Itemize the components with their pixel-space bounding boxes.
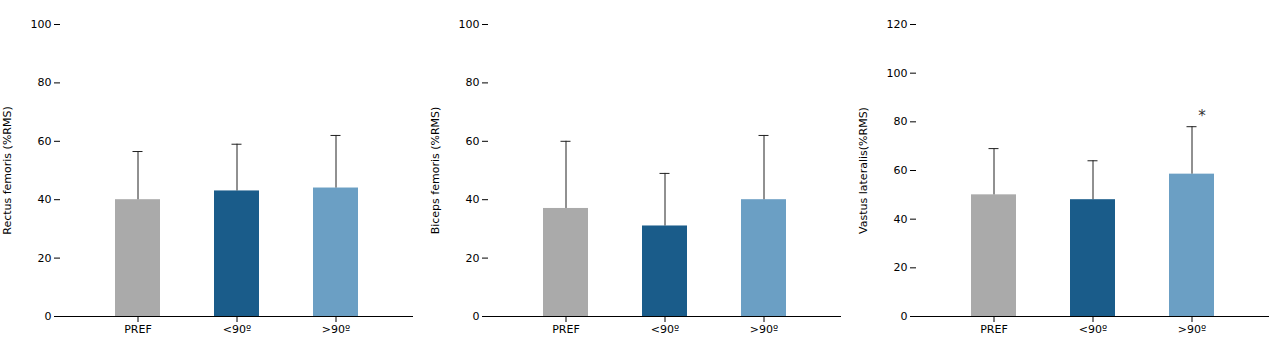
- svg-text:120: 120: [887, 18, 908, 31]
- svg-text:80: 80: [894, 115, 908, 128]
- svg-text:<90º: <90º: [223, 323, 251, 336]
- svg-text:100: 100: [459, 18, 480, 31]
- svg-text:40: 40: [894, 213, 908, 226]
- svg-text:Vastus lateralis(%RMS): Vastus lateralis(%RMS): [857, 107, 870, 234]
- svg-text:>90º: >90º: [1178, 323, 1206, 336]
- svg-text:20: 20: [466, 252, 480, 265]
- svg-text:0: 0: [45, 310, 52, 323]
- svg-text:20: 20: [38, 252, 52, 265]
- svg-text:Biceps femoris (%RMS): Biceps femoris (%RMS): [429, 107, 442, 235]
- svg-text:Rectus femoris (%RMS): Rectus femoris (%RMS): [1, 106, 14, 235]
- svg-text:60: 60: [894, 164, 908, 177]
- svg-text:80: 80: [466, 76, 480, 89]
- svg-text:100: 100: [887, 67, 908, 80]
- svg-text:100: 100: [31, 18, 52, 31]
- svg-text:0: 0: [901, 310, 908, 323]
- svg-text:<90º: <90º: [651, 323, 679, 336]
- svg-text:60: 60: [38, 135, 52, 148]
- svg-text:40: 40: [38, 193, 52, 206]
- svg-text:*: *: [1198, 107, 1206, 125]
- svg-text:>90º: >90º: [750, 323, 778, 336]
- svg-text:0: 0: [473, 310, 480, 323]
- svg-text:80: 80: [38, 76, 52, 89]
- svg-text:20: 20: [894, 261, 908, 274]
- svg-text:40: 40: [466, 193, 480, 206]
- svg-text:>90º: >90º: [322, 323, 350, 336]
- svg-text:PREF: PREF: [552, 323, 580, 336]
- svg-text:PREF: PREF: [980, 323, 1008, 336]
- svg-text:PREF: PREF: [124, 323, 152, 336]
- svg-text:<90º: <90º: [1079, 323, 1107, 336]
- svg-text:60: 60: [466, 135, 480, 148]
